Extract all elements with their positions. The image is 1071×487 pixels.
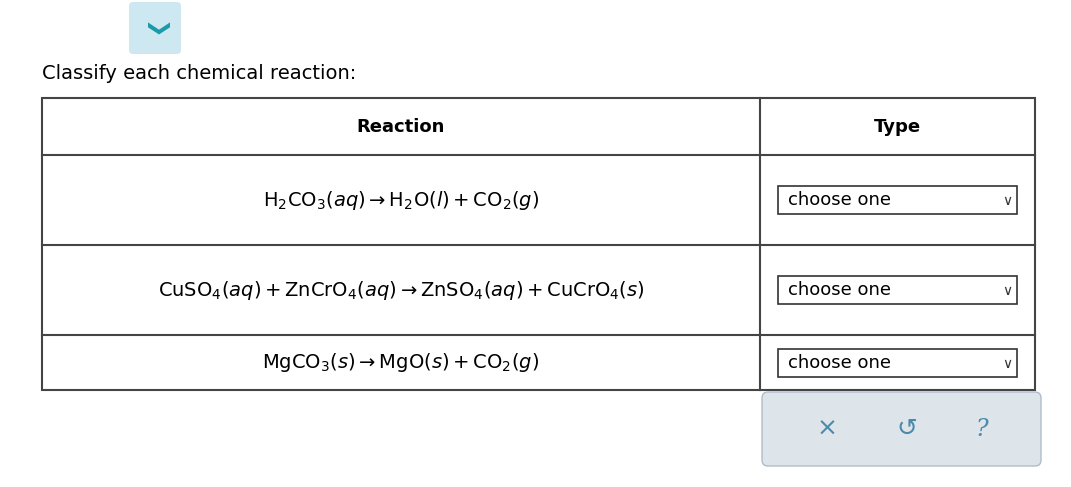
Bar [778, 349, 1017, 376]
Text: choose one: choose one [788, 281, 891, 299]
Text: $\mathrm{H_2CO_3}(\mathit{aq}) \rightarrow \mathrm{H_2O}(\mathit{l}) + \mathrm{C: $\mathrm{H_2CO_3}(\mathit{aq}) \rightarr… [262, 188, 539, 211]
Text: Classify each chemical reaction:: Classify each chemical reaction: [42, 64, 357, 83]
Text: choose one: choose one [788, 354, 891, 372]
Text: ×: × [816, 417, 838, 441]
FancyBboxPatch shape [129, 2, 181, 54]
Text: ∨: ∨ [1002, 194, 1012, 208]
Text: ∨: ∨ [1002, 356, 1012, 371]
Bar [42, 98, 1035, 390]
FancyBboxPatch shape [761, 392, 1041, 466]
Text: $\mathrm{CuSO_4}(\mathit{aq}) + \mathrm{ZnCrO_4}(\mathit{aq}) \rightarrow \mathr: $\mathrm{CuSO_4}(\mathit{aq}) + \mathrm{… [157, 279, 645, 301]
Text: Type: Type [874, 117, 921, 135]
Text: ↺: ↺ [896, 417, 918, 441]
Text: ∨: ∨ [1002, 284, 1012, 298]
Text: ❯: ❯ [144, 20, 166, 39]
Bar [778, 186, 1017, 214]
Text: Reaction: Reaction [357, 117, 446, 135]
Text: choose one: choose one [788, 191, 891, 209]
Text: $\mathrm{MgCO_3}(\mathit{s}) \rightarrow \mathrm{MgO}(\mathit{s}) + \mathrm{CO_2: $\mathrm{MgCO_3}(\mathit{s}) \rightarrow… [262, 351, 540, 374]
Bar [778, 276, 1017, 304]
Text: ?: ? [976, 417, 987, 441]
